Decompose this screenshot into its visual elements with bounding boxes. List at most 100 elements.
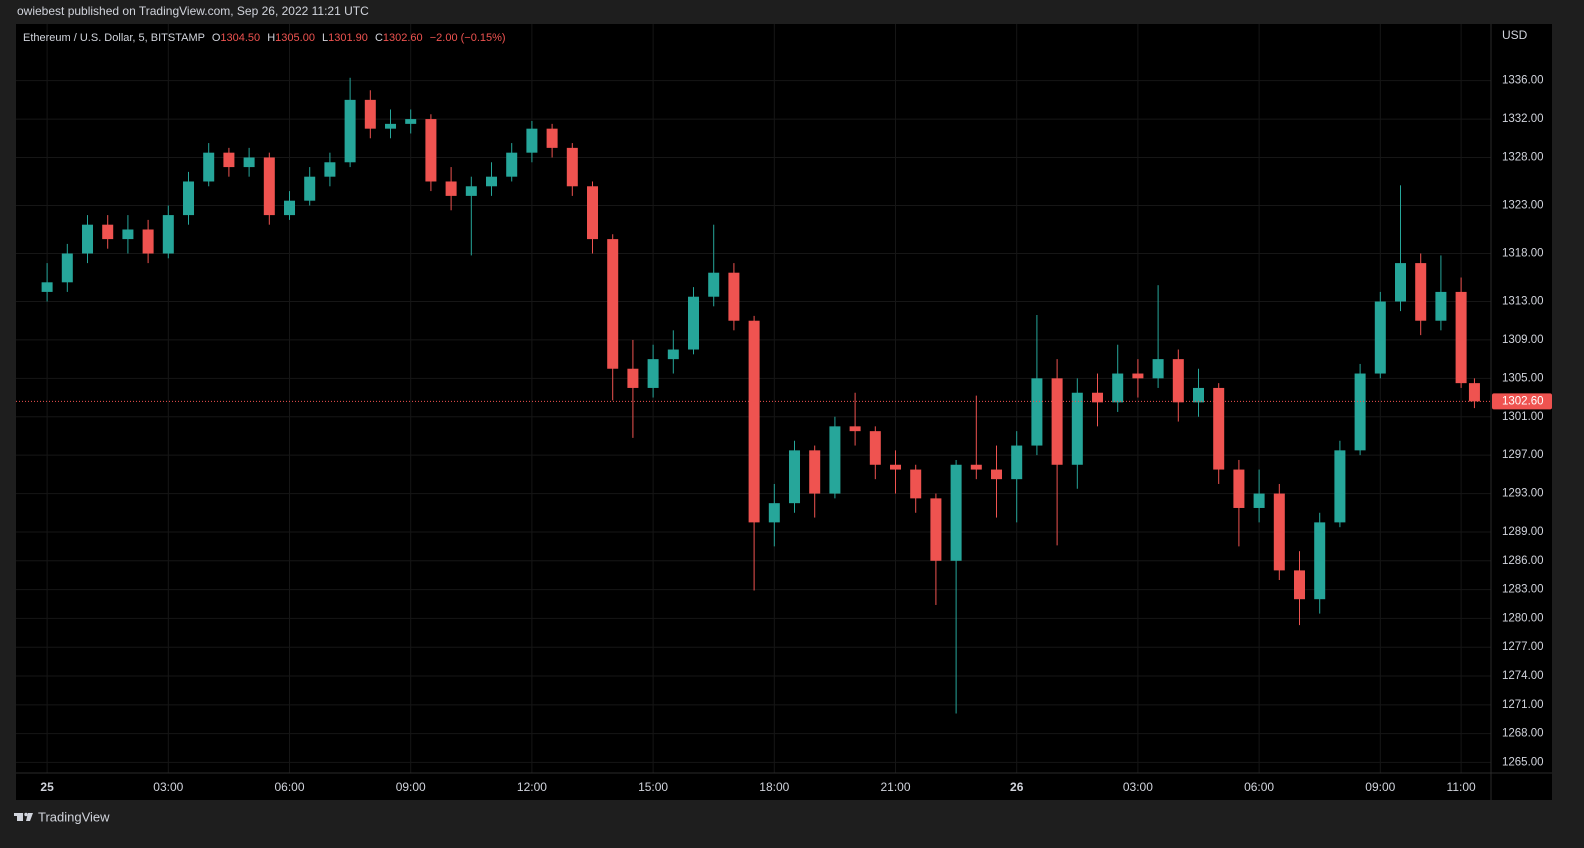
x-tick-label: 11:00: [1447, 780, 1476, 794]
candle-body: [284, 200, 296, 216]
candle-body: [688, 296, 700, 350]
x-tick-label: 03:00: [153, 780, 183, 794]
candle-body: [829, 426, 841, 494]
candle-body: [647, 359, 659, 388]
candle-body: [1213, 387, 1225, 470]
candle-body: [587, 186, 599, 240]
candle-body: [1051, 378, 1063, 465]
candle-body: [1435, 291, 1447, 321]
axes: 1336.00 1332.00 1328.00 1323.00 1318.00 1313.…: [40, 75, 1552, 794]
candle-body: [82, 224, 94, 254]
candle-body: [203, 152, 215, 182]
publish-info: owiebest published on TradingView.com, S…: [17, 4, 369, 18]
candle-body: [950, 464, 962, 561]
x-tick-label: 06:00: [1244, 780, 1274, 794]
candle-body: [1468, 383, 1480, 402]
tradingview-logo: [14, 812, 33, 821]
candle-body: [364, 99, 376, 129]
ohlc-value: 1301.90: [328, 32, 368, 44]
ohlc-key: H: [267, 32, 275, 44]
candle-body: [930, 498, 942, 561]
y-tick-label: 1332.00: [1502, 113, 1544, 125]
candle-body: [263, 157, 275, 216]
candle-body: [425, 119, 437, 182]
candle-body: [223, 152, 235, 168]
candle-body: [1395, 263, 1407, 302]
x-tick-label: 18:00: [759, 780, 789, 794]
candle-body: [162, 215, 174, 254]
candle-body: [768, 503, 780, 523]
ohlc-key: O: [212, 32, 221, 44]
y-tick-label: 1274.00: [1502, 670, 1544, 682]
candle-body: [1314, 522, 1326, 600]
candle-body: [809, 450, 821, 494]
candle-body: [1092, 392, 1104, 403]
candle-body: [183, 181, 195, 216]
candle-body: [1354, 373, 1366, 451]
x-tick-label: 09:00: [396, 780, 426, 794]
candle-body: [546, 128, 558, 148]
candle-body: [991, 469, 1003, 480]
ohlc-value: 1305.00: [275, 32, 315, 44]
y-tick-label: 1301.00: [1502, 411, 1544, 423]
y-tick-label: 1280.00: [1502, 612, 1544, 624]
logo-part: [14, 813, 23, 816]
candle-body: [102, 224, 114, 240]
ohlc-key: C: [375, 32, 383, 44]
candle-body: [1415, 263, 1427, 321]
y-tick-label: 1283.00: [1502, 584, 1544, 596]
candle-body: [61, 253, 73, 283]
candle-body: [526, 128, 538, 153]
candle-body: [385, 123, 397, 129]
candle-body: [566, 147, 578, 187]
y-tick-label: 1286.00: [1502, 555, 1544, 567]
y-tick-label: 1297.00: [1502, 449, 1544, 461]
plot: [16, 77, 1491, 714]
candle-body: [748, 320, 760, 523]
candle-body: [1233, 469, 1245, 508]
candle-body: [1172, 359, 1184, 403]
y-tick-label: 1313.00: [1502, 296, 1544, 308]
candle-body: [445, 181, 457, 196]
candle-body: [627, 368, 639, 388]
ohlc-value: 1304.50: [220, 32, 260, 44]
chart-pane: [16, 24, 1552, 800]
x-tick-label: 09:00: [1365, 780, 1395, 794]
candle-body: [122, 229, 134, 240]
candle-body: [1031, 378, 1043, 446]
footer-brand[interactable]: TradingView: [38, 809, 110, 824]
logo-part: [24, 812, 28, 817]
x-tick-label: 03:00: [1123, 780, 1153, 794]
y-tick-label: 1328.00: [1502, 152, 1544, 164]
last-price-label: 1302.60: [1502, 395, 1544, 407]
candle-body: [1334, 450, 1346, 523]
y-tick-label: 1293.00: [1502, 488, 1544, 500]
candle-body: [708, 272, 720, 297]
x-tick-label: 25: [40, 780, 54, 794]
candle-body: [789, 450, 801, 504]
y-tick-label: 1265.00: [1502, 756, 1544, 768]
candle-body: [1374, 301, 1386, 374]
candle-body: [970, 464, 982, 470]
candle-body: [890, 464, 902, 470]
candle-body: [1294, 570, 1306, 600]
candle-body: [607, 239, 619, 369]
candle-body: [1273, 493, 1285, 571]
ohlc-key: L: [322, 32, 328, 44]
y-tick-label: 1268.00: [1502, 728, 1544, 740]
y-tick-label: 1271.00: [1502, 699, 1544, 711]
last-price-box: [1492, 393, 1552, 410]
change: −2.00 (−0.15%): [430, 32, 506, 44]
ohlc-value: 1302.60: [383, 32, 423, 44]
candle-body: [142, 229, 154, 254]
candle-body: [324, 162, 336, 177]
candle-body: [1112, 373, 1124, 403]
candle-body: [486, 176, 498, 187]
candle-body: [405, 119, 417, 124]
candle-body: [849, 426, 861, 432]
y-tick-label: 1309.00: [1502, 334, 1544, 346]
logo-part: [17, 813, 23, 821]
candle-body: [465, 186, 477, 196]
candle-body: [304, 176, 316, 201]
candle-body: [1011, 445, 1023, 480]
